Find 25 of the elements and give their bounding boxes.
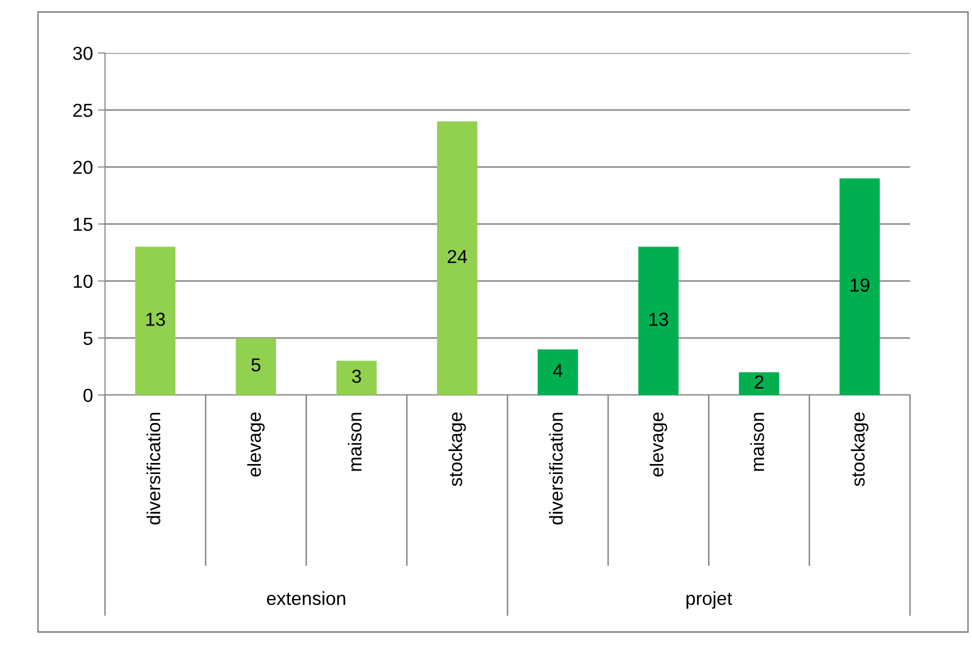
y-tick-label: 20 [73, 160, 92, 174]
data-label: 24 [448, 250, 468, 264]
y-tick-label: 25 [73, 104, 92, 117]
x-tick-label: diversification [549, 412, 563, 524]
data-label: 19 [850, 278, 870, 292]
x-tick-label: maison [750, 412, 764, 471]
data-label: 4 [553, 364, 562, 378]
x-tick-label: stockage [448, 412, 466, 486]
x-tick-label: stockage [850, 412, 868, 486]
x-tick-label: diversification [146, 412, 160, 524]
data-label: 13 [649, 312, 668, 326]
y-tick-label: 15 [74, 218, 92, 231]
text: extension [266, 591, 346, 606]
data-label: 3 [352, 370, 361, 383]
y-tick-label: 0 [84, 388, 92, 402]
data-label: 5 [251, 358, 260, 372]
text: projet [686, 591, 732, 609]
y-tick-label: 5 [84, 332, 92, 345]
data-label: 2 [754, 375, 764, 388]
x-tick-label: elevage [247, 412, 265, 477]
x-tick-label: maison [348, 412, 362, 471]
x-tick-label: elevage [650, 412, 668, 477]
y-tick-label: 30 [73, 46, 92, 60]
y-tick-label: 10 [74, 274, 92, 288]
data-label: 13 [146, 312, 165, 326]
